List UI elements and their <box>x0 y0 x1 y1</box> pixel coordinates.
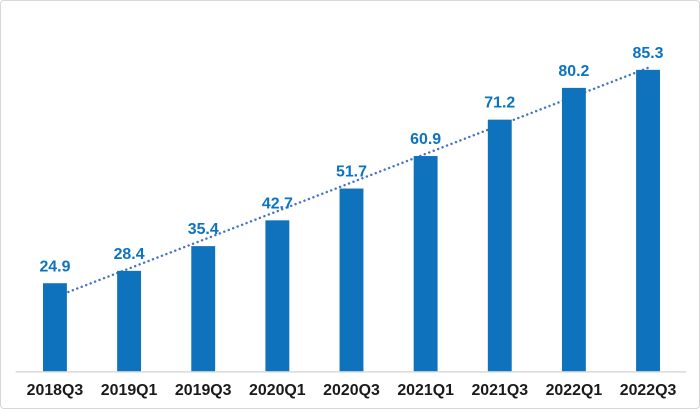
bar-value-label: 35.4 <box>188 221 219 238</box>
x-axis-label: 2022Q1 <box>546 382 603 399</box>
x-axis-label: 2019Q1 <box>101 382 158 399</box>
bar-value-label: 24.9 <box>39 258 70 275</box>
x-axis-label: 2022Q3 <box>620 382 677 399</box>
bar-value-label: 85.3 <box>633 45 664 62</box>
x-axis-label: 2018Q3 <box>27 382 84 399</box>
bar-value-label: 28.4 <box>114 246 145 263</box>
bar <box>561 87 586 372</box>
x-axis-label: 2021Q1 <box>397 382 454 399</box>
bar-value-label: 80.2 <box>558 63 589 80</box>
bar-value-label: 51.7 <box>336 164 367 181</box>
bar <box>636 69 660 372</box>
x-axis-label: 2020Q3 <box>323 382 380 399</box>
bar <box>117 270 142 372</box>
bar <box>191 246 216 372</box>
bar <box>339 188 364 372</box>
bar <box>487 119 512 372</box>
trendline <box>53 66 650 299</box>
x-axis-label: 2021Q3 <box>471 382 528 399</box>
bar-value-label: 71.2 <box>484 95 515 112</box>
bar <box>265 220 290 372</box>
bar-value-label: 42.7 <box>262 195 293 212</box>
bar <box>413 156 438 372</box>
x-axis-label: 2019Q3 <box>175 382 232 399</box>
bar-value-label: 60.9 <box>410 131 441 148</box>
bar <box>43 283 67 372</box>
x-axis-label: 2020Q1 <box>249 382 306 399</box>
